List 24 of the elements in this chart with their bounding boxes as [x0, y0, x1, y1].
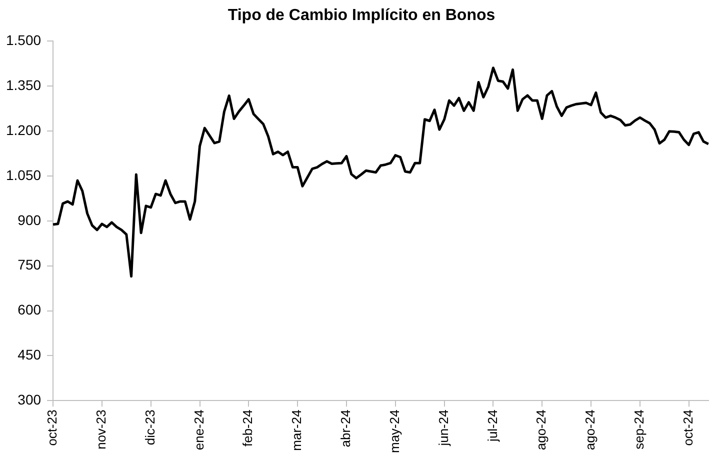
x-tick-label: jul-24 [484, 410, 500, 442]
y-tick-label: 450 [18, 346, 42, 363]
y-tick-label: 1.500 [6, 32, 42, 48]
x-tick-label: mar-24 [289, 410, 304, 451]
x-tick-label: ago-24 [582, 410, 598, 450]
x-tick-label: ene-24 [191, 410, 206, 450]
x-tick-label: sep-24 [632, 410, 647, 450]
chart-title: Tipo de Cambio Implícito en Bonos [228, 7, 496, 24]
x-tick-label: abr-24 [338, 410, 354, 448]
y-tick-label: 300 [18, 392, 42, 408]
y-tick-label: 1.050 [6, 166, 42, 183]
x-tick-label: nov-23 [94, 410, 109, 450]
x-tick-label: ago-24 [534, 410, 549, 450]
y-tick-label: 900 [18, 212, 42, 228]
y-tick-label: 1.200 [6, 122, 42, 138]
y-tick-label: 600 [18, 302, 42, 318]
y-tick-label: 1.350 [6, 76, 42, 93]
x-tick-label: jun-24 [436, 410, 451, 447]
x-tick-label: dic-23 [142, 410, 158, 446]
x-tick-label: feb-24 [240, 410, 256, 447]
x-tick-label: oct-23 [44, 410, 60, 446]
x-tick-label: oct-24 [680, 410, 696, 446]
y-tick-label: 750 [18, 256, 42, 273]
x-tick-label: may-24 [386, 410, 402, 454]
